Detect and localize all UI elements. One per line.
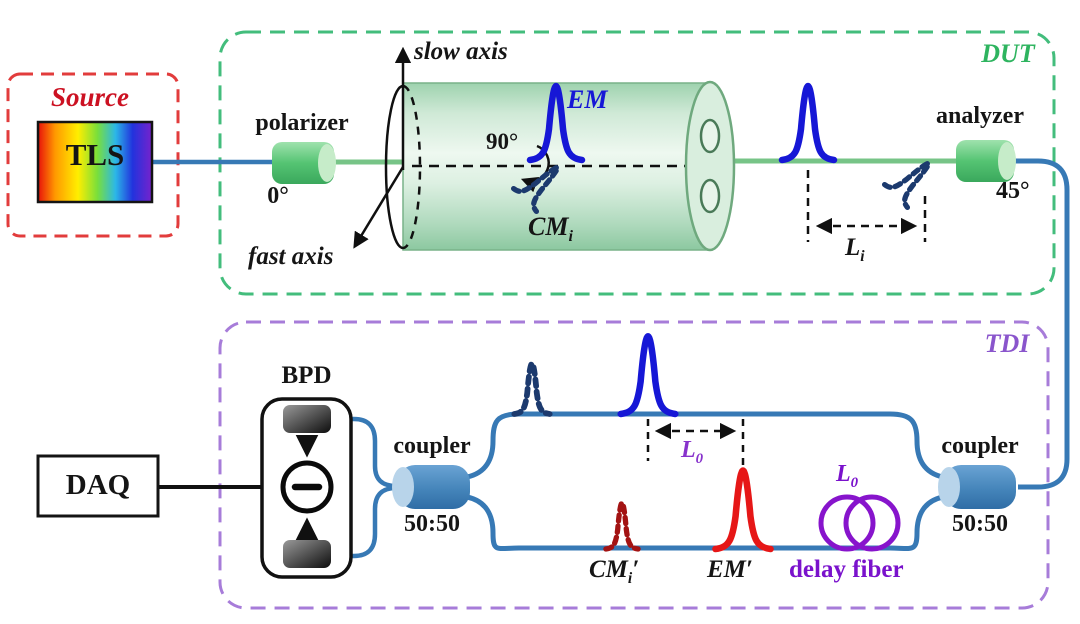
coupler-left-ratio: 50:50 bbox=[404, 511, 460, 537]
cm-peak-upper-arm bbox=[514, 364, 549, 414]
fiber-bpd-bottom bbox=[333, 485, 397, 559]
slow-axis-label: slow axis bbox=[414, 38, 508, 65]
source-title: Source bbox=[50, 82, 129, 112]
l0-main: L bbox=[681, 437, 696, 463]
right-coupler bbox=[938, 465, 1016, 509]
delay-fiber-coil bbox=[818, 494, 901, 552]
li-main: L bbox=[845, 234, 861, 261]
bpd-label: BPD bbox=[281, 362, 332, 389]
pm-fiber-cylinder bbox=[353, 46, 736, 252]
l0-path-label: L0 bbox=[681, 437, 703, 466]
upper-arm-fiber bbox=[466, 411, 944, 480]
l0-sub: 0 bbox=[695, 450, 704, 467]
tls-label: TLS bbox=[65, 137, 125, 172]
em-peak-upper-arm bbox=[621, 336, 676, 414]
analyzer-label: analyzer bbox=[936, 103, 1024, 129]
li-measure bbox=[806, 170, 927, 242]
daq-label: DAQ bbox=[65, 469, 131, 501]
daq-box bbox=[36, 454, 160, 518]
delay-fiber-label: delay fiber bbox=[789, 556, 904, 583]
fiber-bpd-top bbox=[333, 416, 397, 489]
li-label: Li bbox=[845, 234, 865, 265]
analyzer-angle: 45° bbox=[996, 178, 1030, 204]
em-peak-label: EM bbox=[567, 85, 608, 114]
tls-box bbox=[36, 120, 154, 204]
l0d-sub: 0 bbox=[850, 474, 859, 491]
fast-axis-label: fast axis bbox=[248, 243, 334, 270]
fast-axis-arrow bbox=[353, 166, 405, 249]
cm-prime-label: CMi′ bbox=[589, 556, 640, 587]
li-sub: i bbox=[860, 248, 865, 265]
front-face-solid-arc bbox=[384, 84, 404, 250]
fiber-analyzer-to-coupler bbox=[1010, 158, 1070, 490]
emp-prime: ′ bbox=[745, 556, 753, 583]
photodiode-top bbox=[283, 405, 331, 433]
tdi-title: TDI bbox=[984, 329, 1030, 358]
dut-title: DUT bbox=[981, 39, 1035, 68]
cmp-main: CM bbox=[589, 556, 628, 583]
l0d-main: L bbox=[836, 461, 851, 487]
em-prime-label: EM′ bbox=[707, 556, 753, 584]
polarizer-angle: 0° bbox=[267, 183, 289, 209]
photodiode-bottom bbox=[283, 540, 331, 568]
coupler-left-label: coupler bbox=[393, 433, 471, 459]
coupler-right-ratio: 50:50 bbox=[952, 511, 1008, 537]
em-prime-peak bbox=[715, 471, 770, 549]
polarizer-label: polarizer bbox=[255, 110, 349, 136]
left-coupler bbox=[392, 465, 470, 509]
cm-prime-peak bbox=[606, 503, 638, 549]
cm-peak-label: CMi bbox=[528, 212, 573, 246]
cmp-sub: i bbox=[627, 570, 633, 587]
emp-main: EM bbox=[707, 556, 746, 583]
l0-measure bbox=[646, 419, 745, 466]
bpd-detector bbox=[260, 397, 353, 579]
analyzer-cylinder bbox=[956, 140, 1016, 182]
cm-sub: i bbox=[568, 228, 573, 246]
cmp-prime: ′ bbox=[632, 556, 640, 583]
stress-rod-top bbox=[699, 118, 721, 154]
lower-arm-fiber bbox=[466, 494, 944, 552]
tdi-box bbox=[218, 320, 1050, 610]
polarizer-cylinder bbox=[272, 142, 336, 184]
pm-fiber-end-face bbox=[684, 80, 736, 252]
rotation-angle: 90° bbox=[486, 129, 519, 154]
stress-rod-bottom bbox=[699, 178, 721, 214]
em-peak-output bbox=[782, 86, 834, 160]
cm-main: CM bbox=[528, 212, 569, 241]
l0-delay-label: L0 bbox=[836, 461, 858, 490]
source-box bbox=[6, 72, 180, 238]
coupler-right-label: coupler bbox=[941, 433, 1019, 459]
